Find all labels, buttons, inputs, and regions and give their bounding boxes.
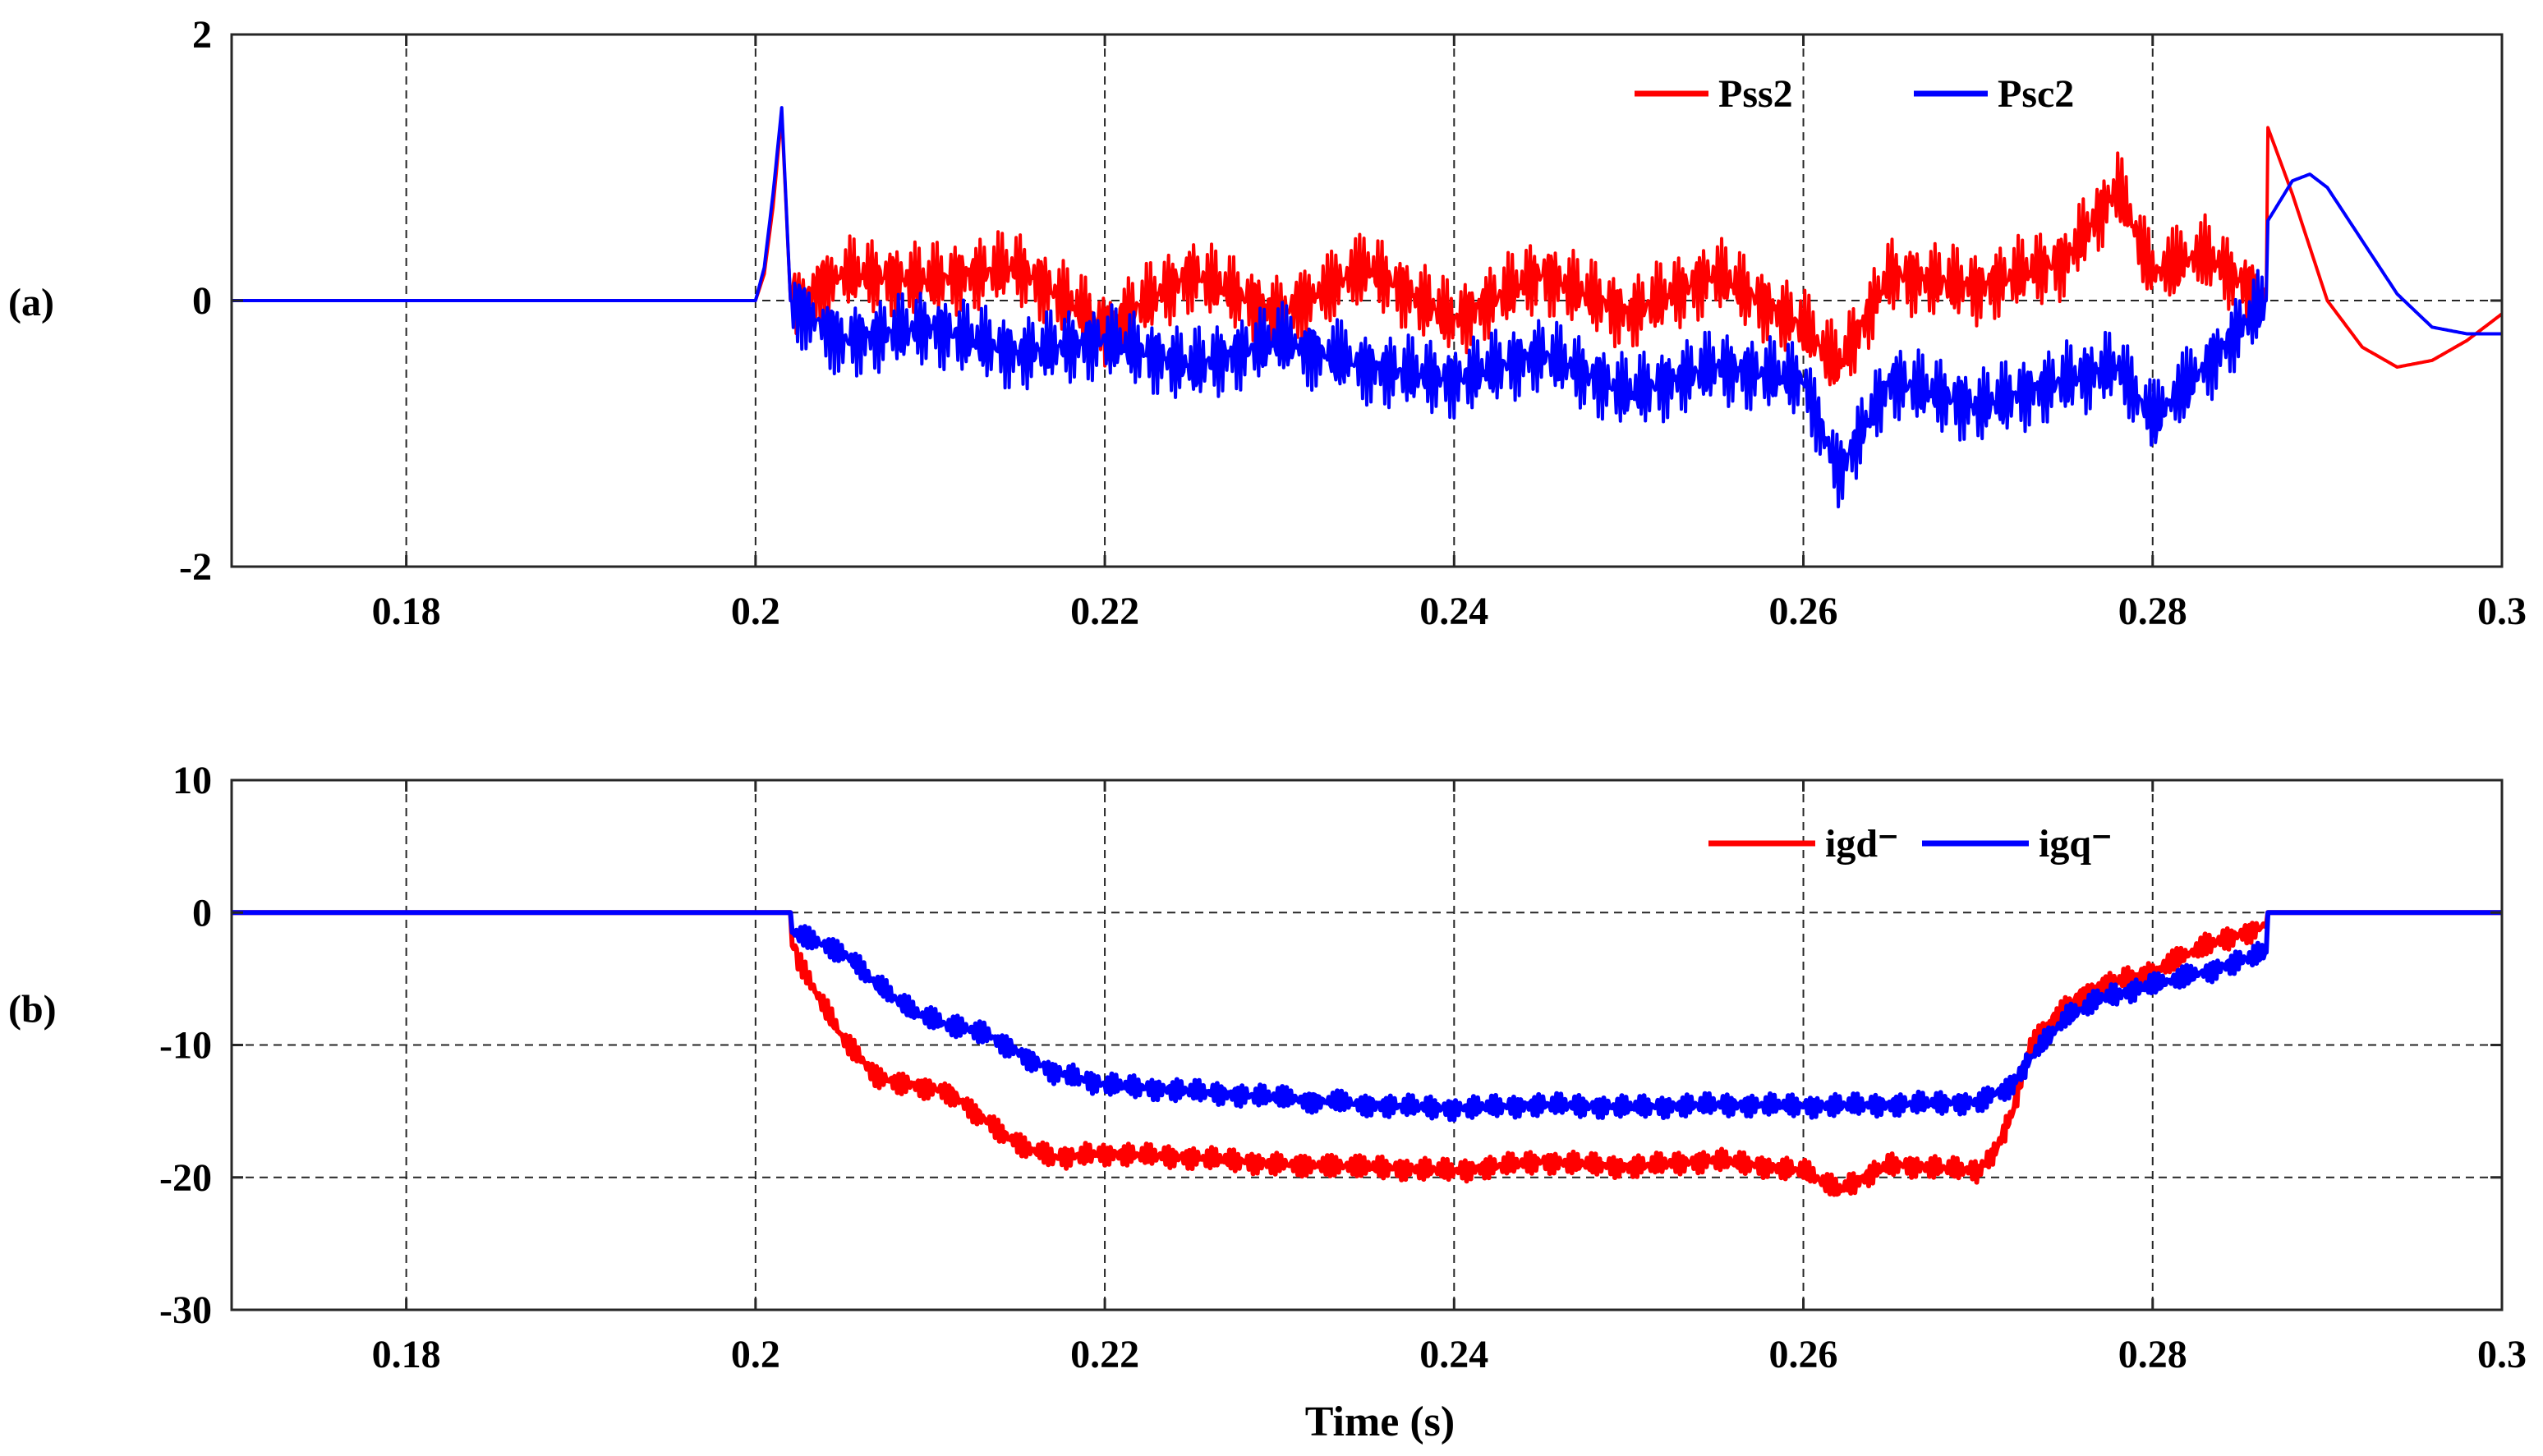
panel-b-plot: 0.18 0.2 0.22 0.24 0.26 0.28 0.3 -30 -20 -10 0 10 (b… [8, 759, 2527, 1376]
x-tick-label: 0.18 [372, 590, 441, 633]
series-line-a-1 [231, 106, 2503, 509]
y-tick-label: 0 [192, 279, 212, 323]
series-line-b-0 [230, 910, 2504, 1197]
x-axis-title: Time (s) [1305, 1399, 1455, 1445]
y-tick-label: 10 [172, 759, 212, 802]
legend-label: Psc2 [1998, 72, 2074, 116]
series-line-b-1 [230, 910, 2504, 1123]
x-tick-label: 0.22 [1070, 590, 1139, 633]
x-tick-label: 0.22 [1070, 1333, 1139, 1376]
panel-label: (b) [8, 988, 57, 1031]
legend-label: igd⁻ [1825, 822, 1898, 866]
x-tick-label: 0.3 [2477, 590, 2527, 633]
legend-label: Pss2 [1718, 72, 1793, 116]
x-tick-label: 0.2 [731, 590, 780, 633]
y-tick-label: -2 [179, 545, 212, 589]
y-tick-label: 0 [192, 891, 212, 935]
x-tick-label: 0.28 [2118, 590, 2187, 633]
y-tick-label: -10 [159, 1024, 212, 1068]
y-tick-label: 2 [192, 13, 212, 57]
x-tick-label: 0.3 [2477, 1333, 2527, 1376]
panel-a-plot: 0.18 0.2 0.22 0.24 0.26 0.28 0.3 -2 0 2 (a) Pss2 Psc… [8, 13, 2527, 633]
y-tick-label: -30 [159, 1288, 212, 1332]
x-tick-label: 0.26 [1769, 1333, 1838, 1376]
x-tick-label: 0.18 [372, 1333, 441, 1376]
x-tick-label: 0.28 [2118, 1333, 2187, 1376]
x-tick-label: 0.26 [1769, 590, 1838, 633]
x-tick-label: 0.24 [1419, 590, 1488, 633]
y-tick-label: -20 [159, 1156, 212, 1200]
x-tick-label: 0.24 [1419, 1333, 1488, 1376]
x-tick-label: 0.2 [731, 1333, 780, 1376]
legend-label: igq⁻ [2039, 822, 2112, 866]
panel-label: (a) [8, 281, 54, 324]
